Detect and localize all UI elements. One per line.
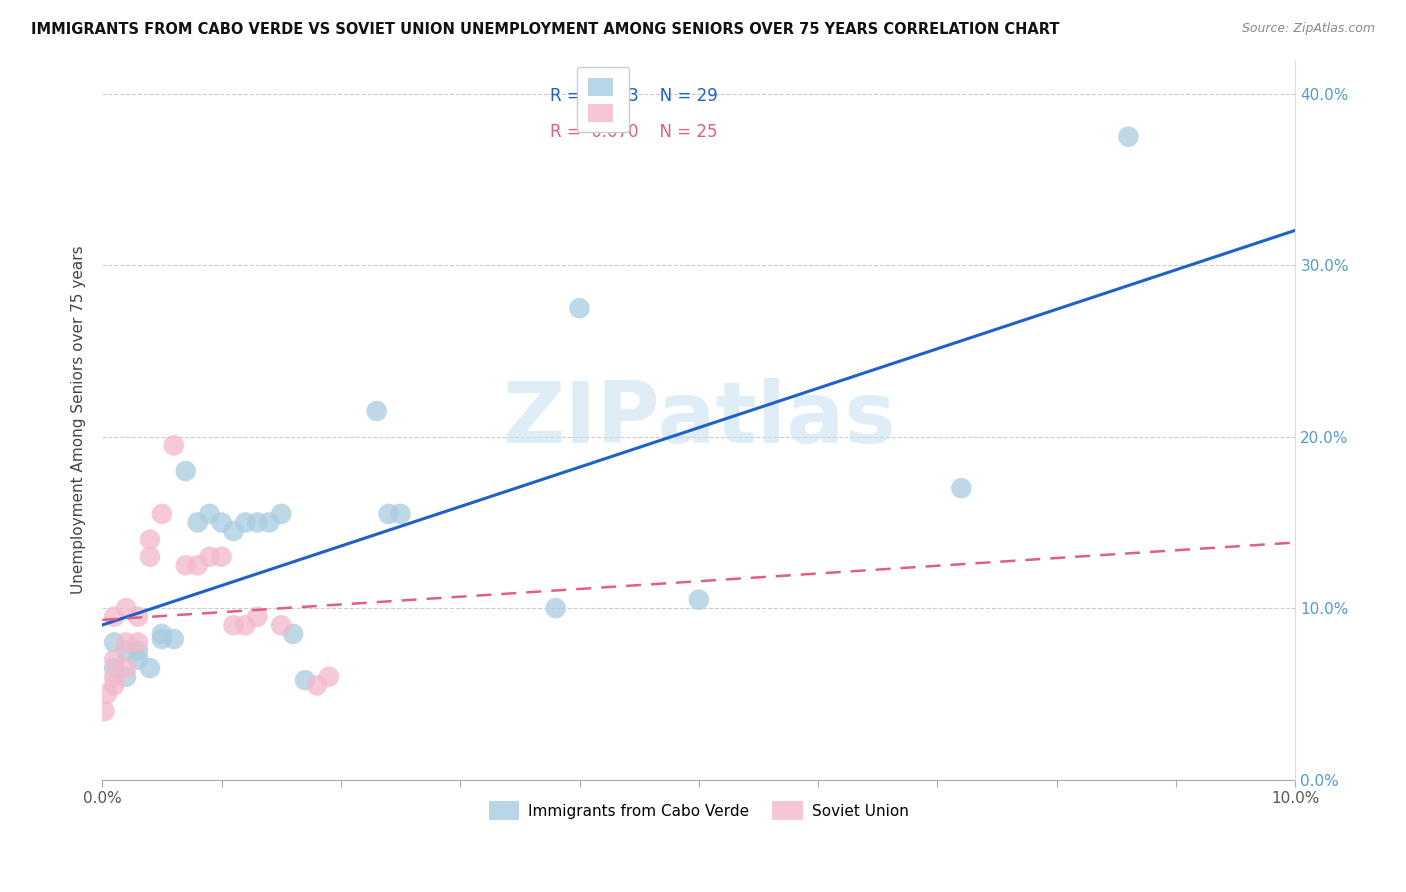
Point [366, 404, 388, 418]
Point [163, 632, 186, 646]
Point [377, 507, 399, 521]
Point [235, 618, 257, 632]
Point [305, 678, 328, 692]
Point [544, 601, 567, 615]
Point [127, 635, 149, 649]
Text: R =  0.713    N = 29: R = 0.713 N = 29 [550, 87, 717, 105]
Point [127, 644, 149, 658]
Point [93, 704, 115, 718]
Point [270, 507, 292, 521]
Point [115, 670, 138, 684]
Point [150, 632, 173, 646]
Text: IMMIGRANTS FROM CABO VERDE VS SOVIET UNION UNEMPLOYMENT AMONG SENIORS OVER 75 YE: IMMIGRANTS FROM CABO VERDE VS SOVIET UNI… [31, 22, 1060, 37]
Point [198, 507, 221, 521]
Point [211, 516, 233, 530]
Point [103, 661, 125, 675]
Point [103, 635, 125, 649]
Point [1118, 129, 1140, 144]
Point [139, 661, 162, 675]
Point [222, 524, 245, 538]
Point [187, 516, 209, 530]
Point [246, 516, 269, 530]
Point [139, 533, 162, 547]
Point [127, 609, 149, 624]
Point [246, 609, 269, 624]
Point [211, 549, 233, 564]
Text: Source: ZipAtlas.com: Source: ZipAtlas.com [1241, 22, 1375, 36]
Point [950, 481, 973, 495]
Point [103, 609, 125, 624]
Point [174, 558, 197, 573]
Point [688, 592, 710, 607]
Point [187, 558, 209, 573]
Point [103, 652, 125, 666]
Point [198, 549, 221, 564]
Point [294, 673, 316, 688]
Point [96, 687, 118, 701]
Point [150, 507, 173, 521]
Point [103, 670, 125, 684]
Legend: Immigrants from Cabo Verde, Soviet Union: Immigrants from Cabo Verde, Soviet Union [482, 795, 915, 826]
Point [318, 670, 340, 684]
Point [150, 627, 173, 641]
Text: R =  0.070    N = 25: R = 0.070 N = 25 [550, 123, 717, 141]
Point [281, 627, 304, 641]
Y-axis label: Unemployment Among Seniors over 75 years: Unemployment Among Seniors over 75 years [72, 245, 86, 594]
Point [235, 516, 257, 530]
Point [270, 618, 292, 632]
Point [115, 644, 138, 658]
Point [163, 438, 186, 452]
Point [127, 652, 149, 666]
Point [568, 301, 591, 315]
Text: ZIPatlas: ZIPatlas [502, 378, 896, 461]
Point [115, 661, 138, 675]
Point [115, 635, 138, 649]
Point [222, 618, 245, 632]
Point [259, 516, 281, 530]
Point [103, 678, 125, 692]
Point [174, 464, 197, 478]
Point [389, 507, 412, 521]
Point [115, 601, 138, 615]
Point [139, 549, 162, 564]
